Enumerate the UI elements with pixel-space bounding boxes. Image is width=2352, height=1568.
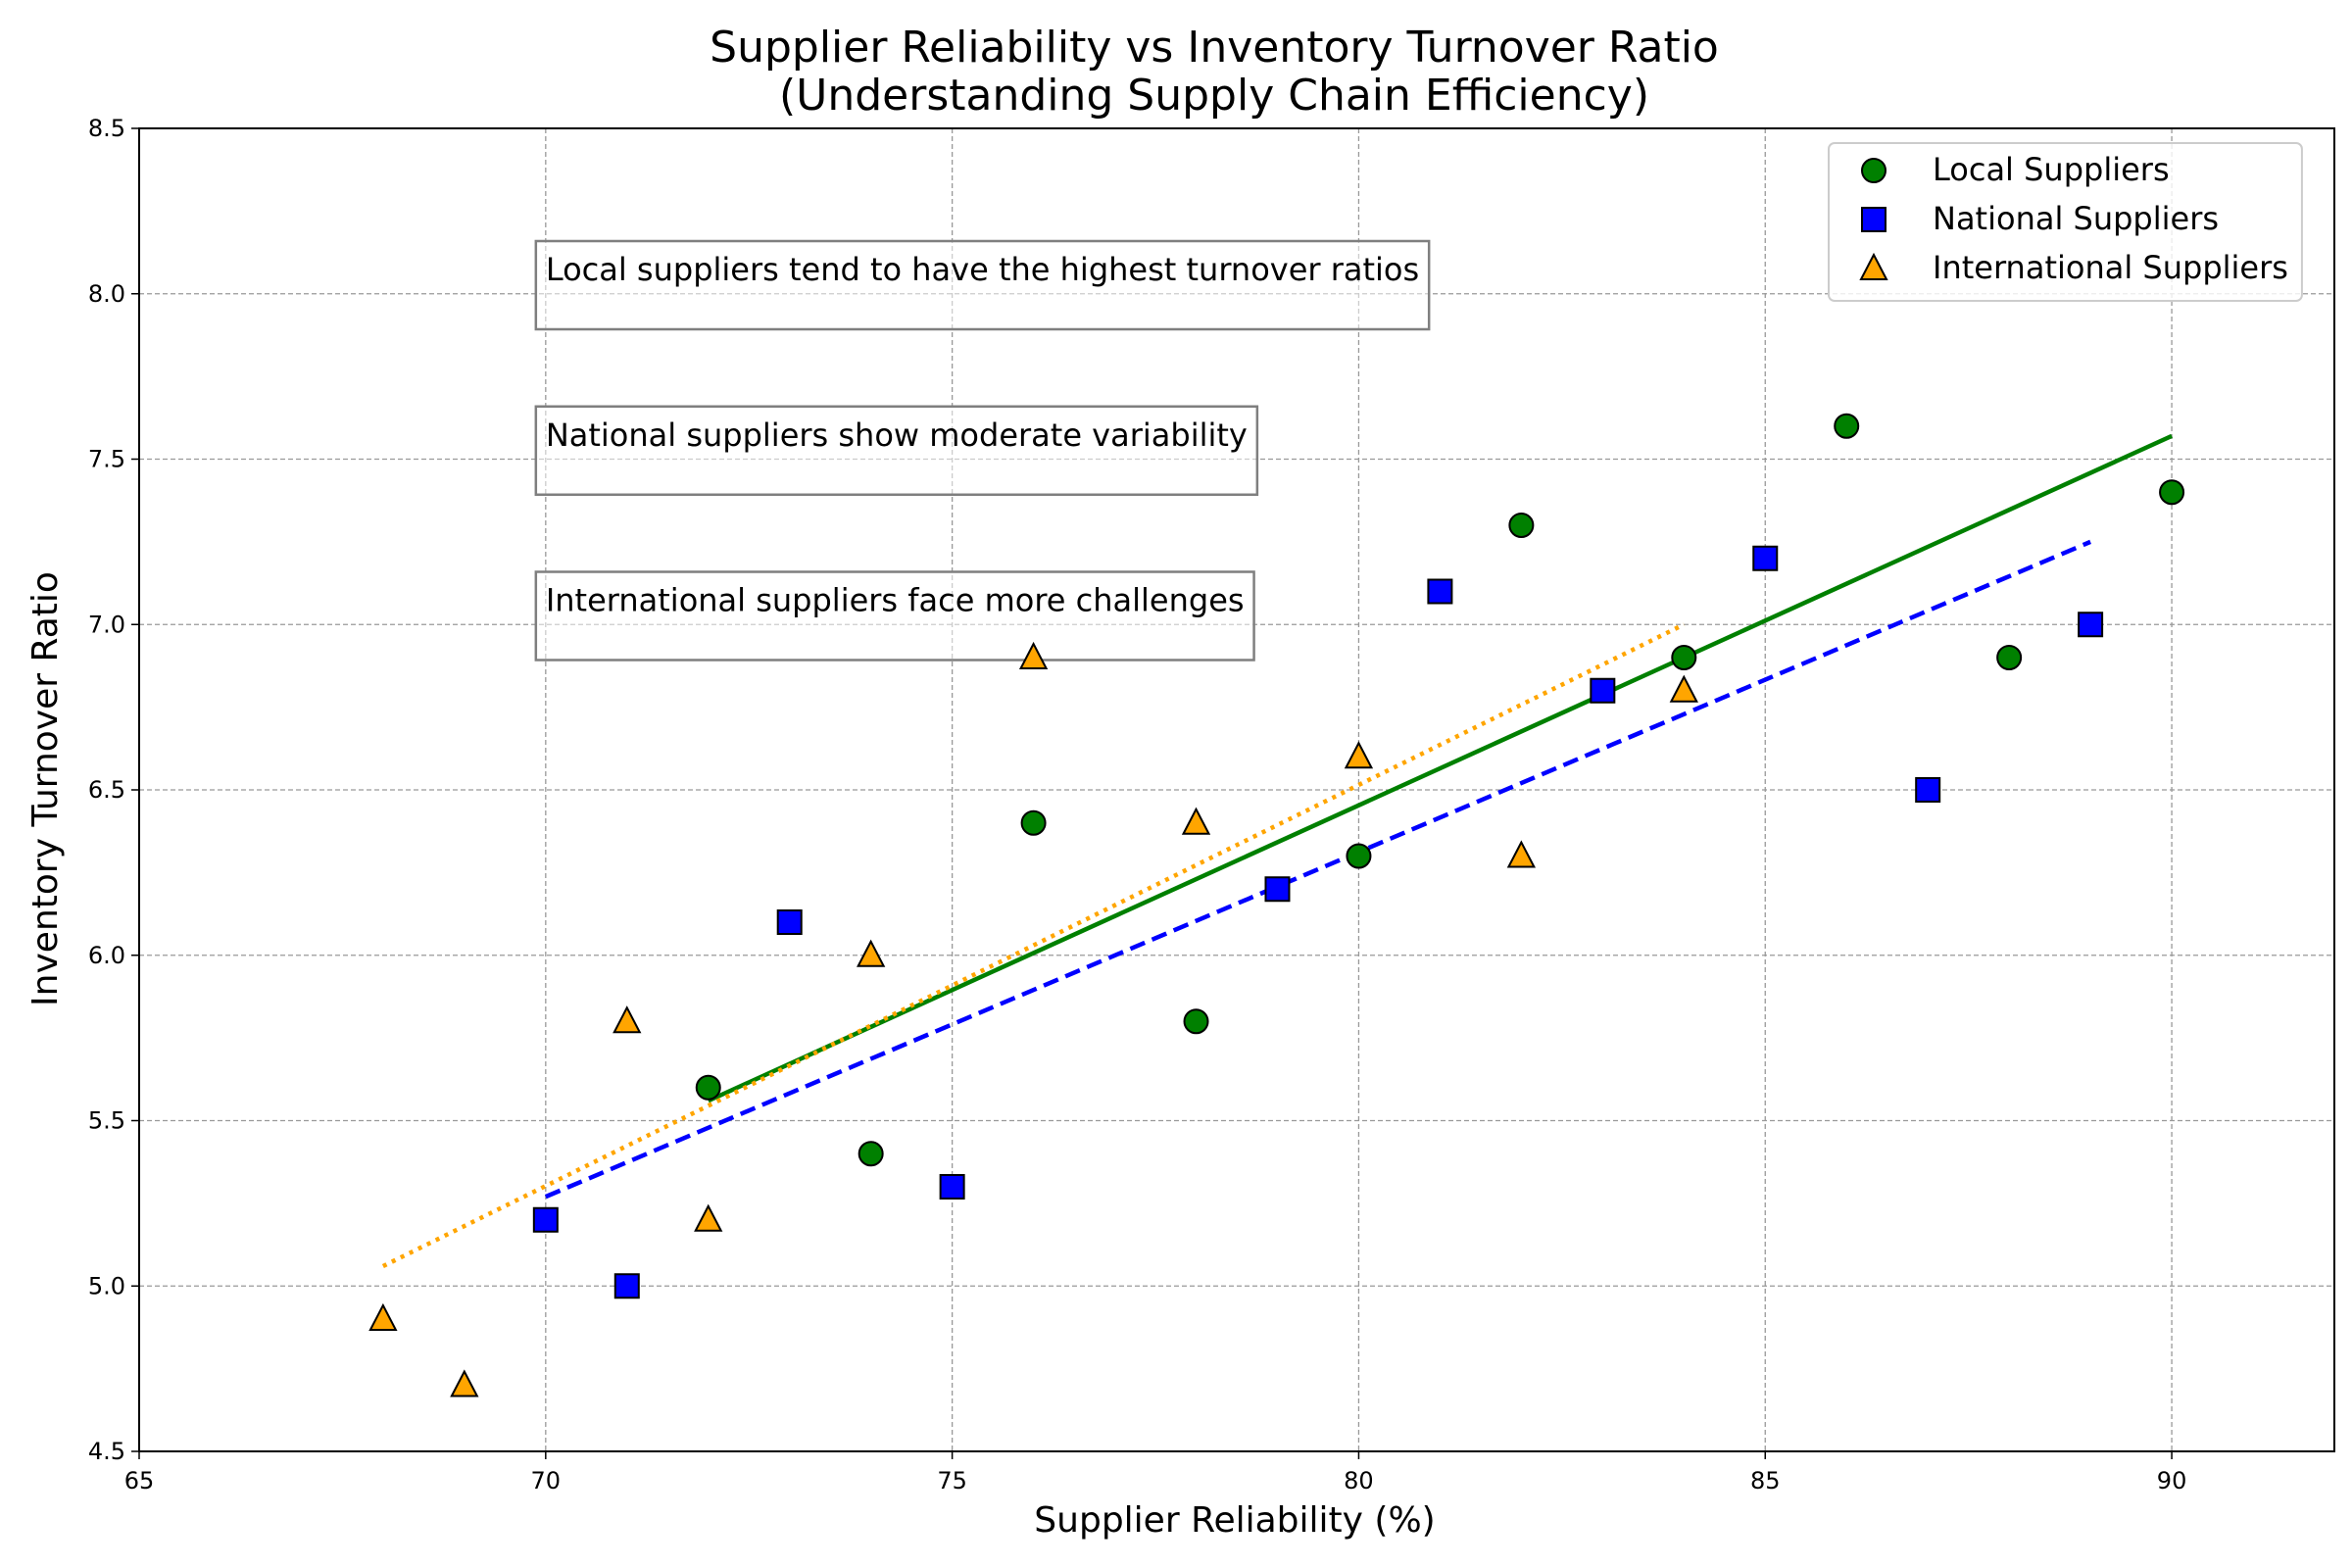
legend-label: Local Suppliers xyxy=(1933,151,2170,188)
data-point-series-2 xyxy=(1506,840,1537,868)
data-point-series-1 xyxy=(1427,578,1453,605)
annotation-box xyxy=(534,405,1259,496)
y-tick-label: 5.0 xyxy=(88,1272,125,1299)
annotation-box xyxy=(534,239,1431,331)
data-point-series-1 xyxy=(1915,777,1941,803)
data-point-series-0 xyxy=(1996,645,2023,670)
y-tick-label: 6.0 xyxy=(88,942,125,969)
data-point-series-2 xyxy=(1018,641,1049,669)
x-tick-label: 90 xyxy=(2157,1467,2187,1494)
legend-label: National Suppliers xyxy=(1933,200,2219,237)
data-point-series-0 xyxy=(1671,645,1697,670)
y-tick-label: 8.0 xyxy=(88,280,125,308)
x-tick-label: 65 xyxy=(124,1467,155,1494)
data-point-series-0 xyxy=(1020,809,1047,836)
y-tick-label: 5.5 xyxy=(88,1107,125,1135)
data-point-series-2 xyxy=(1669,674,1698,703)
data-point-series-1 xyxy=(1264,876,1291,903)
legend-marker xyxy=(1861,158,1886,183)
legend-item: National Suppliers xyxy=(1861,200,2219,237)
legend-marker xyxy=(1859,252,1888,280)
x-tick-label: 85 xyxy=(1750,1467,1781,1494)
x-axis-label: Supplier Reliability (%) xyxy=(1034,1500,1435,1541)
data-point-series-1 xyxy=(1590,677,1616,704)
data-point-series-0 xyxy=(858,1141,884,1167)
data-point-series-0 xyxy=(1346,843,1372,869)
legend: Local Suppliers National Suppliers Interna… xyxy=(1828,142,2303,302)
x-tick-label: 70 xyxy=(531,1467,562,1494)
data-point-series-1 xyxy=(613,1273,640,1299)
y-tick-label: 8.5 xyxy=(88,115,125,142)
y-tick-label: 7.0 xyxy=(88,611,125,638)
data-point-series-2 xyxy=(694,1203,723,1232)
annotation: National suppliers show moderate variabi… xyxy=(534,405,1259,496)
y-tick-label: 7.5 xyxy=(88,446,125,473)
x-tick-label: 80 xyxy=(1344,1467,1374,1494)
data-point-series-2 xyxy=(612,1005,642,1034)
annotation-text: Local suppliers tend to have the highest… xyxy=(546,251,1419,288)
y-tick-label: 6.5 xyxy=(88,776,125,804)
annotation-text: National suppliers show moderate variabi… xyxy=(546,416,1248,454)
legend-item: Local Suppliers xyxy=(1861,151,2170,188)
data-point-series-2 xyxy=(368,1302,398,1331)
annotation-text: International suppliers face more challe… xyxy=(546,582,1245,619)
y-tick-label: 4.5 xyxy=(88,1438,125,1465)
trend-line xyxy=(544,539,2091,1200)
trend-line xyxy=(381,622,1686,1269)
chart-subtitle: (Understanding Supply Chain Efficiency) xyxy=(779,71,1649,121)
data-point-series-0 xyxy=(1183,1008,1209,1035)
legend-label: International Suppliers xyxy=(1933,249,2288,286)
data-point-series-0 xyxy=(1508,513,1535,538)
data-point-series-0 xyxy=(695,1074,721,1101)
x-tick-label: 75 xyxy=(937,1467,967,1494)
trend-line xyxy=(707,433,2174,1103)
annotation: Local suppliers tend to have the highest… xyxy=(534,239,1431,331)
data-point-series-2 xyxy=(857,939,886,967)
data-point-series-2 xyxy=(1344,741,1374,769)
legend-box xyxy=(1828,142,2303,302)
legend-item: International Suppliers xyxy=(1859,249,2288,286)
annotation: International suppliers face more challe… xyxy=(534,570,1255,662)
data-point-series-1 xyxy=(939,1174,965,1200)
annotation-box xyxy=(534,570,1255,662)
data-point-series-2 xyxy=(450,1369,479,1397)
y-axis-label: Inventory Turnover Ratio xyxy=(25,571,66,1006)
chart-title: Supplier Reliability vs Inventory Turnov… xyxy=(710,23,1719,73)
data-point-series-2 xyxy=(1181,807,1211,835)
data-point-series-1 xyxy=(1752,545,1779,571)
data-point-series-1 xyxy=(532,1206,559,1233)
legend-marker xyxy=(1861,207,1886,232)
data-point-series-0 xyxy=(2159,479,2185,506)
data-point-series-0 xyxy=(1834,413,1860,439)
data-point-series-1 xyxy=(776,909,803,935)
data-point-series-1 xyxy=(2078,612,2104,638)
